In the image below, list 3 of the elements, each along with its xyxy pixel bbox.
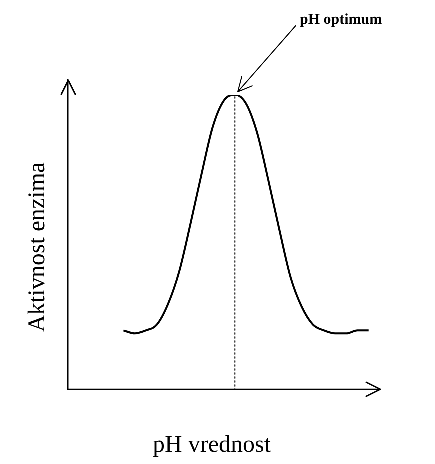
text: pH optimum (300, 12, 383, 28)
y-axis-title: Aktivnost enzima (24, 162, 50, 332)
x-axis-title: pH vrednost (153, 432, 272, 458)
